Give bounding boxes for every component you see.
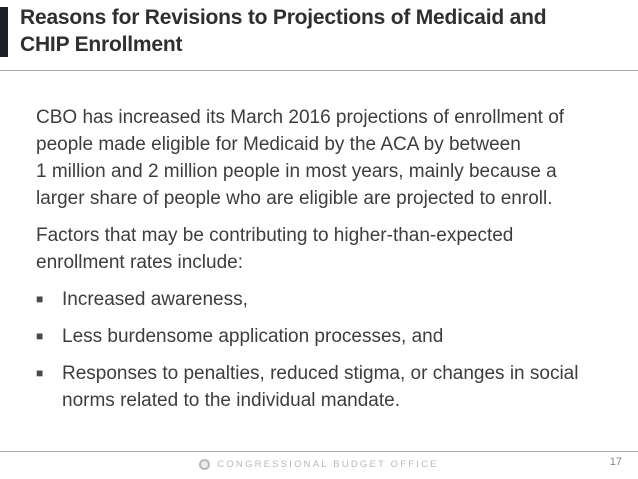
bullet-item: ■ Less burdensome application processes,… [36, 323, 618, 350]
bullet-text: Responses to penalties, reduced stigma, … [62, 363, 579, 411]
bullet-item: ■ Responses to penalties, reduced stigma… [36, 360, 618, 414]
bullet-item: ■ Increased awareness, [36, 286, 618, 313]
bullet-text: Increased awareness, [62, 289, 248, 310]
page-number: 17 [609, 456, 622, 468]
bullet-square-icon: ■ [36, 329, 44, 343]
footer-org-name: CONGRESSIONAL BUDGET OFFICE [217, 458, 439, 470]
footer: CONGRESSIONAL BUDGET OFFICE [0, 455, 638, 473]
body-paragraph-2: Factors that may be contributing to high… [36, 225, 514, 273]
bullet-square-icon: ■ [36, 292, 44, 306]
slide-body: CBO has increased its March 2016 project… [36, 104, 618, 424]
footer-divider [0, 451, 638, 452]
cbo-logo-icon [199, 458, 211, 470]
slide-title: Reasons for Revisions to Projections of … [20, 6, 547, 56]
title-accent-bar [0, 7, 8, 57]
bullet-square-icon: ■ [36, 366, 44, 380]
bullet-text: Less burdensome application processes, a… [62, 326, 444, 347]
title-divider [0, 70, 638, 71]
body-paragraph-1: CBO has increased its March 2016 project… [36, 107, 565, 209]
